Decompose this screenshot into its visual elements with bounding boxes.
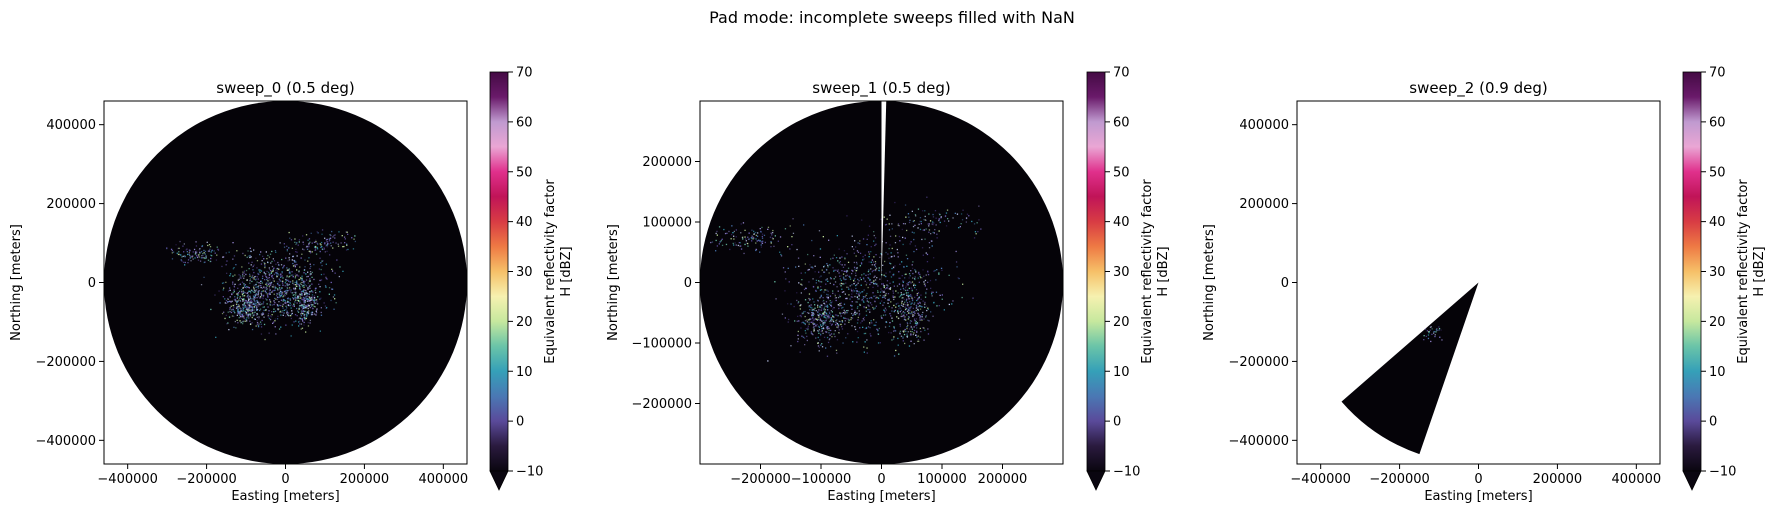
colorbar-gradient — [490, 72, 508, 471]
colorbar-tick-label: 30 — [1113, 265, 1130, 280]
y-tick-label: 100000 — [642, 216, 692, 231]
colorbar-tick-label: 20 — [1113, 315, 1130, 330]
colorbar-tick-label: 70 — [516, 66, 533, 81]
radar-panel-0: sweep_0 (0.5 deg) −400000 −200000 0 200000 40… — [9, 66, 574, 505]
x-tick-label: −200000 — [1369, 472, 1430, 487]
colorbar-tick-label: 10 — [1113, 365, 1130, 380]
colorbar-tick-label: 10 — [1709, 365, 1726, 380]
y-tick-label: 400000 — [46, 118, 96, 133]
echo-speckle — [166, 229, 356, 341]
colorbar-tick-label: 40 — [516, 215, 533, 230]
colorbar-tick-label: 60 — [1709, 115, 1726, 130]
y-tick-label: 200000 — [642, 155, 692, 170]
radar-panel-2: sweep_2 (0.9 deg) −400000 −200000 0 200000 40… — [1202, 66, 1767, 505]
colorbar-tick-label: 20 — [1709, 315, 1726, 330]
colorbar-tick-label: 20 — [516, 315, 533, 330]
x-axis-label: Easting [meters] — [231, 489, 339, 504]
y-axis-label: Northing [meters] — [606, 224, 621, 341]
colorbar-label-line2: H [dBZ] — [559, 246, 574, 296]
x-tick-label: 0 — [1474, 472, 1482, 487]
colorbar-label-line1: Equivalent reflectivity factor — [543, 179, 558, 364]
panel-title: sweep_2 (0.9 deg) — [1409, 79, 1547, 98]
y-tick-label: 0 — [684, 276, 692, 291]
colorbar: 70 60 50 40 30 20 10 0 −10 Equivalent reflectivit… — [1086, 66, 1171, 491]
plot-area — [700, 101, 1063, 464]
colorbar-tick-label: 50 — [1113, 165, 1130, 180]
colorbar-tick-label: 60 — [1113, 115, 1130, 130]
y-tick-label: −400000 — [1228, 434, 1289, 449]
colorbar-tick-label: 30 — [1709, 265, 1726, 280]
x-tick-label: 100000 — [917, 472, 967, 487]
colorbar-tick-label: 0 — [1113, 415, 1121, 430]
x-axis-label: Easting [meters] — [827, 489, 935, 504]
colorbar-tick-label: −10 — [1113, 465, 1140, 480]
echo-speckle — [1423, 326, 1443, 343]
panel-title: sweep_0 (0.5 deg) — [216, 79, 354, 98]
radar-panel-1: sweep_1 (0.5 deg)−200000 −100000 0 100000 20… — [606, 66, 1171, 505]
x-tick-label: −100000 — [791, 472, 852, 487]
x-axis-label: Easting [meters] — [1424, 489, 1532, 504]
x-tick-label: 0 — [281, 472, 289, 487]
colorbar-extend-min — [1086, 470, 1106, 491]
colorbar-label-line2: H [dBZ] — [1752, 246, 1767, 296]
y-tick-label: −100000 — [631, 337, 692, 352]
x-tick-label: 200000 — [978, 472, 1028, 487]
x-tick-label: 400000 — [1612, 472, 1662, 487]
colorbar-tick-label: 10 — [516, 365, 533, 380]
colorbar-label-line2: H [dBZ] — [1156, 246, 1171, 296]
colorbar-tick-label: −10 — [1709, 465, 1736, 480]
colorbar-tick-label: 40 — [1113, 215, 1130, 230]
plot-area — [1341, 282, 1479, 455]
colorbar-label-line1: Equivalent reflectivity factor — [1140, 179, 1155, 364]
figure-suptitle: Pad mode: incomplete sweeps filled with … — [709, 8, 1075, 27]
y-tick-label: 0 — [1281, 276, 1289, 291]
colorbar: 70 60 50 40 30 20 10 0 −10 Equivalent reflectivit… — [1682, 66, 1767, 491]
x-tick-label: 200000 — [340, 472, 390, 487]
y-tick-label: −200000 — [1228, 355, 1289, 370]
colorbar-extend-min — [1682, 470, 1702, 491]
x-tick-label: −200000 — [176, 472, 237, 487]
colorbar-tick-label: 40 — [1709, 215, 1726, 230]
colorbar-gradient — [1683, 72, 1701, 471]
y-tick-label: −200000 — [35, 355, 96, 370]
x-tick-label: 0 — [877, 472, 885, 487]
x-tick-label: 400000 — [419, 472, 469, 487]
colorbar-extend-min — [489, 470, 509, 491]
colorbar-tick-label: 70 — [1113, 66, 1130, 81]
colorbar-tick-label: 70 — [1709, 66, 1726, 81]
colorbar-tick-label: 30 — [516, 265, 533, 280]
y-tick-label: 400000 — [1239, 118, 1289, 133]
colorbar-tick-label: 60 — [516, 115, 533, 130]
x-tick-label: −400000 — [97, 472, 158, 487]
x-tick-label: −400000 — [1290, 472, 1351, 487]
colorbar-tick-label: 0 — [1709, 415, 1717, 430]
colorbar-tick-label: 50 — [1709, 165, 1726, 180]
x-tick-label: 200000 — [1533, 472, 1583, 487]
colorbar: 70 60 50 40 30 20 10 0 −10 Equivalent reflectivit… — [489, 66, 574, 491]
colorbar-tick-label: −10 — [516, 465, 543, 480]
y-tick-label: 200000 — [1239, 197, 1289, 212]
colorbar-tick-label: 50 — [516, 165, 533, 180]
x-tick-label: −200000 — [730, 472, 791, 487]
missing-data-gap — [881, 101, 887, 283]
colorbar-label-line1: Equivalent reflectivity factor — [1736, 179, 1751, 364]
y-tick-label: −400000 — [35, 434, 96, 449]
colorbar-gradient — [1087, 72, 1105, 471]
echo-coverage-sector — [1341, 282, 1479, 455]
y-tick-label: 200000 — [46, 197, 96, 212]
y-axis-label: Northing [meters] — [1202, 224, 1217, 341]
panel-title: sweep_1 (0.5 deg) — [812, 79, 950, 98]
echo-speckle — [710, 196, 982, 362]
y-axis-label: Northing [meters] — [9, 224, 24, 341]
colorbar-tick-label: 0 — [516, 415, 524, 430]
plot-area — [104, 101, 467, 464]
y-tick-label: −200000 — [631, 397, 692, 412]
y-tick-label: 0 — [88, 276, 96, 291]
